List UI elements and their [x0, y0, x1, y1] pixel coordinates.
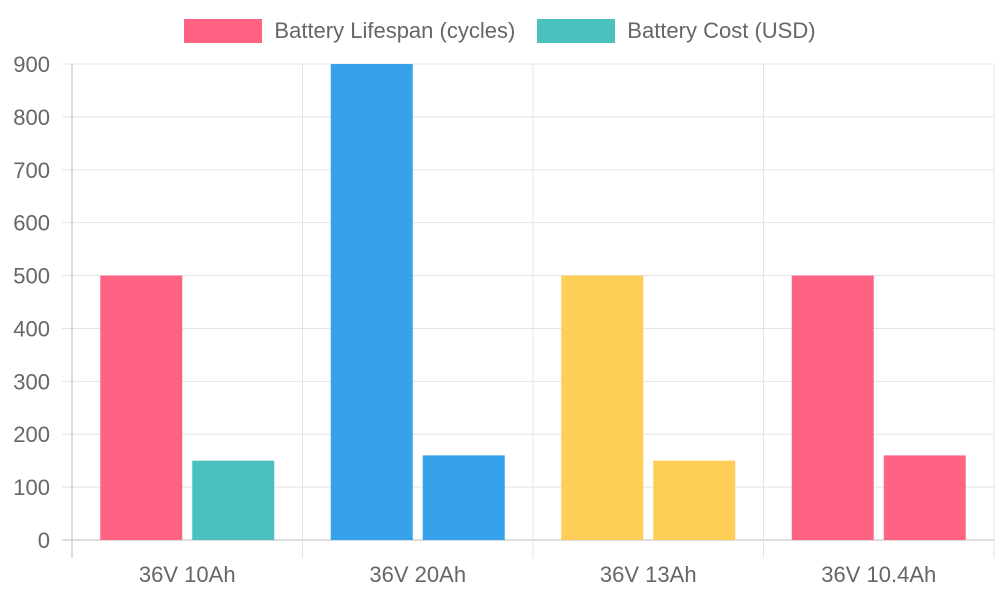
legend-label-lifespan: Battery Lifespan (cycles) — [274, 18, 516, 43]
legend-item-lifespan[interactable]: Battery Lifespan (cycles) — [184, 18, 515, 44]
x-tick-label: 36V 13Ah — [600, 562, 697, 587]
y-tick-label: 500 — [13, 264, 50, 289]
x-tick-label: 36V 10Ah — [139, 562, 236, 587]
y-tick-label: 800 — [13, 105, 50, 130]
chart-legend: Battery Lifespan (cycles) Battery Cost (… — [0, 18, 1000, 44]
y-tick-label: 200 — [13, 422, 50, 447]
bar — [883, 455, 966, 540]
bar — [422, 455, 505, 540]
y-tick-label: 700 — [13, 158, 50, 183]
y-tick-label: 900 — [13, 52, 50, 77]
y-tick-label: 300 — [13, 369, 50, 394]
legend-swatch-lifespan — [184, 19, 263, 43]
bar — [100, 275, 183, 540]
y-tick-label: 0 — [38, 528, 50, 553]
y-tick-label: 400 — [13, 316, 50, 341]
bar — [330, 64, 413, 540]
bar — [561, 275, 644, 540]
y-tick-label: 600 — [13, 211, 50, 236]
legend-item-cost[interactable]: Battery Cost (USD) — [537, 18, 816, 44]
bar — [653, 460, 736, 540]
legend-label-cost: Battery Cost (USD) — [627, 18, 816, 43]
bar — [791, 275, 874, 540]
bar — [192, 460, 275, 540]
legend-swatch-cost — [537, 19, 616, 43]
x-tick-label: 36V 10.4Ah — [821, 562, 936, 587]
x-tick-label: 36V 20Ah — [369, 562, 466, 587]
y-tick-label: 100 — [13, 475, 50, 500]
